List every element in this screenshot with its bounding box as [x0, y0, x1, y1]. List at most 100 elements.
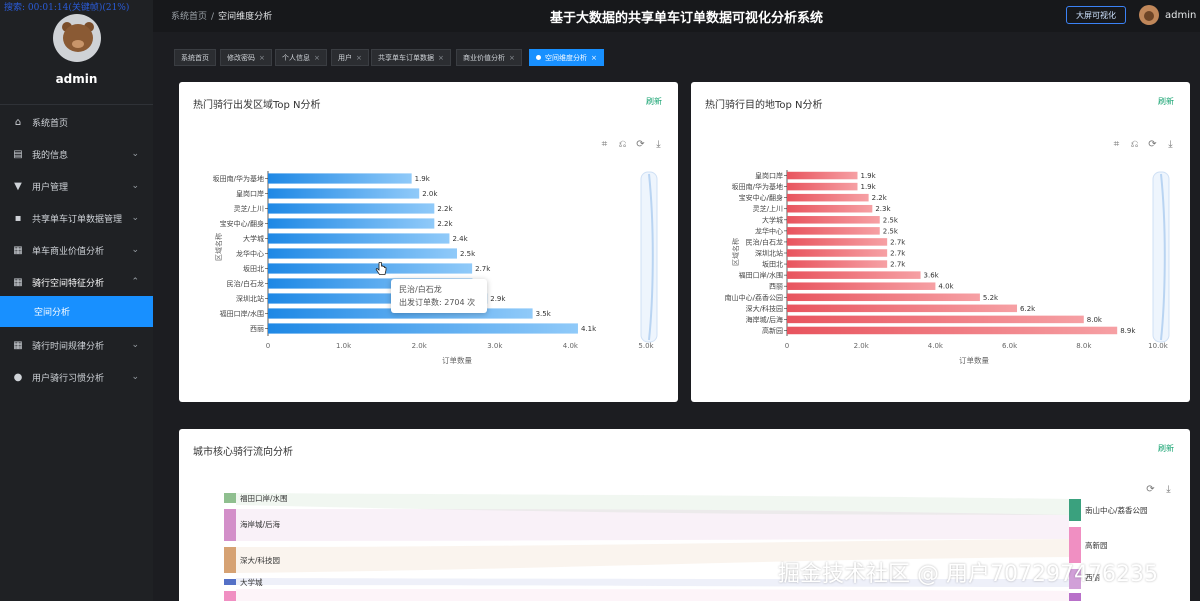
bar-mark[interactable] [268, 188, 420, 199]
sankey-node[interactable] [224, 493, 236, 503]
chevron-down-icon: ⌄ [131, 245, 139, 255]
restore-icon[interactable]: ⟳ [1146, 484, 1155, 495]
category-tick-label: 龙华中心 [236, 249, 264, 258]
refresh-button[interactable]: 刷新 [1158, 97, 1174, 106]
category-tick-label: 皇岗口岸 [755, 171, 783, 180]
sidebar-item-user-management[interactable]: ▼ 用户管理 ⌄ [0, 170, 153, 202]
zoom-icon[interactable]: ⌗ [1113, 139, 1120, 150]
header-username: admin [1165, 10, 1197, 21]
stamp-icon: ▼ [14, 180, 22, 192]
bar-mark[interactable] [268, 293, 488, 304]
sankey-node[interactable] [224, 547, 236, 573]
x-tick-label: 2.0k [854, 342, 870, 350]
close-icon[interactable]: × [356, 53, 362, 62]
bar-mark[interactable] [787, 193, 869, 202]
destination-bar-chart: 皇岗口岸 1.9k 坂田南/华为基地 1.9k 宝安中心/翻身 2.2k 灵芝/上川 2.3k… [725, 170, 1170, 365]
tab-home[interactable]: 系统首页 [174, 49, 216, 66]
sidebar-item-my-info[interactable]: ▤ 我的信息 ⌄ [0, 138, 153, 170]
close-icon[interactable]: × [509, 53, 515, 62]
data-zoom-slider[interactable] [1152, 171, 1170, 343]
data-zoom-preview [648, 173, 654, 341]
sidebar-item-label: 用户骑行习惯分析 [32, 373, 105, 384]
tab-spatial-analysis[interactable]: 空间维度分析 × [529, 49, 604, 66]
bar-mark[interactable] [787, 204, 873, 213]
bar-data-label: 1.9k [860, 172, 876, 180]
destination-chart-card: 热门骑行目的地Top N分析 刷新 ⌗ ⎌ ⟳ ⤓ [691, 82, 1190, 402]
page-title: 基于大数据的共享单车订单数据可视化分析系统 [550, 11, 824, 26]
data-zoom-preview [1160, 173, 1166, 341]
sankey-node[interactable] [1069, 593, 1081, 601]
tab-personal-info[interactable]: 个人信息 × [275, 49, 327, 66]
bar-mark[interactable] [787, 182, 858, 191]
sidebar-item-home[interactable]: ⌂ 系统首页 [0, 106, 153, 138]
bar-mark[interactable] [787, 238, 888, 246]
zoom-reset-icon[interactable]: ⎌ [618, 139, 627, 150]
refresh-button[interactable]: 刷新 [1158, 444, 1174, 453]
bar-data-label: 4.0k [938, 283, 954, 291]
sankey-node[interactable] [1069, 527, 1081, 563]
bar-mark[interactable] [268, 323, 578, 334]
sidebar-item-spatial-features[interactable]: ▦ 骑行空间特征分析 ⌃ [0, 266, 153, 298]
sidebar-item-order-data-management[interactable]: ▪ 共享单车订单数据管理 ⌄ [0, 202, 153, 234]
bar-data-label: 3.5k [536, 310, 552, 318]
sankey-node[interactable] [1069, 569, 1081, 589]
sidebar-item-business-value[interactable]: ▦ 单车商业价值分析 ⌄ [0, 234, 153, 266]
restore-icon[interactable]: ⟳ [1148, 139, 1157, 150]
category-tick-label: 深圳北站 [236, 294, 264, 303]
bar-mark[interactable] [787, 282, 936, 290]
tab-users[interactable]: 用户 × [331, 49, 369, 66]
y-axis-label: 区域名称 [214, 233, 223, 261]
sankey-node[interactable] [224, 509, 236, 541]
header-user-menu[interactable]: admin▾ [1165, 10, 1200, 21]
big-screen-button[interactable]: 大屏可视化 [1066, 6, 1126, 24]
bar-mark[interactable] [787, 216, 880, 224]
zoom-reset-icon[interactable]: ⎌ [1130, 139, 1139, 150]
bar-mark[interactable] [787, 304, 1018, 313]
tab-change-password[interactable]: 修改密码 × [220, 49, 272, 66]
tab-order-data[interactable]: 共享单车订单数据 × [371, 49, 451, 66]
bar-mark[interactable] [787, 171, 858, 180]
sidebar-item-label: 单车商业价值分析 [32, 246, 105, 257]
download-icon[interactable]: ⤓ [656, 139, 661, 150]
data-zoom-slider[interactable] [640, 171, 658, 343]
bar-mark[interactable] [268, 173, 412, 184]
sidebar-item-riding-habits[interactable]: ● 用户骑行习惯分析 ⌄ [0, 361, 153, 393]
bar-mark[interactable] [268, 203, 435, 214]
x-tick-label: 4.0k [928, 342, 944, 350]
refresh-button[interactable]: 刷新 [646, 97, 662, 106]
x-tick-label: 0 [785, 342, 789, 350]
bar-mark[interactable] [787, 293, 980, 302]
bar-mark[interactable] [268, 278, 473, 289]
sidebar-subitem-spatial-analysis[interactable]: 空间分析 [0, 296, 153, 327]
close-icon[interactable]: × [259, 53, 265, 62]
bar-mark[interactable] [268, 263, 473, 274]
close-icon[interactable]: × [438, 53, 444, 62]
bar-mark[interactable] [787, 326, 1118, 335]
bar-mark[interactable] [268, 248, 457, 259]
breadcrumb-home[interactable]: 系统首页 [171, 12, 208, 22]
chevron-up-icon: ⌃ [131, 277, 139, 287]
header-avatar[interactable] [1139, 5, 1159, 25]
sankey-node[interactable] [224, 579, 236, 585]
bar-data-label: 2.2k [437, 205, 453, 213]
download-icon[interactable]: ⤓ [1166, 484, 1171, 495]
bar-mark[interactable] [268, 308, 533, 319]
bar-mark[interactable] [268, 233, 450, 244]
bar-mark[interactable] [787, 271, 921, 279]
zoom-icon[interactable]: ⌗ [601, 139, 608, 150]
restore-icon[interactable]: ⟳ [636, 139, 645, 150]
bar-data-label: 2.7k [890, 238, 906, 246]
close-icon[interactable]: × [314, 53, 320, 62]
close-icon[interactable]: × [591, 53, 597, 62]
sankey-node[interactable] [224, 591, 236, 601]
bar-mark[interactable] [787, 315, 1084, 324]
bar-mark[interactable] [787, 227, 880, 235]
sidebar-item-time-patterns[interactable]: ▦ 骑行时间规律分析 ⌄ [0, 329, 153, 361]
category-tick-label: 西丽 [769, 283, 783, 291]
download-icon[interactable]: ⤓ [1168, 139, 1173, 150]
tab-business-value[interactable]: 商业价值分析 × [456, 49, 522, 66]
sankey-node[interactable] [1069, 499, 1081, 521]
bar-mark[interactable] [268, 218, 435, 229]
bar-mark[interactable] [787, 249, 888, 257]
bar-mark[interactable] [787, 260, 888, 268]
